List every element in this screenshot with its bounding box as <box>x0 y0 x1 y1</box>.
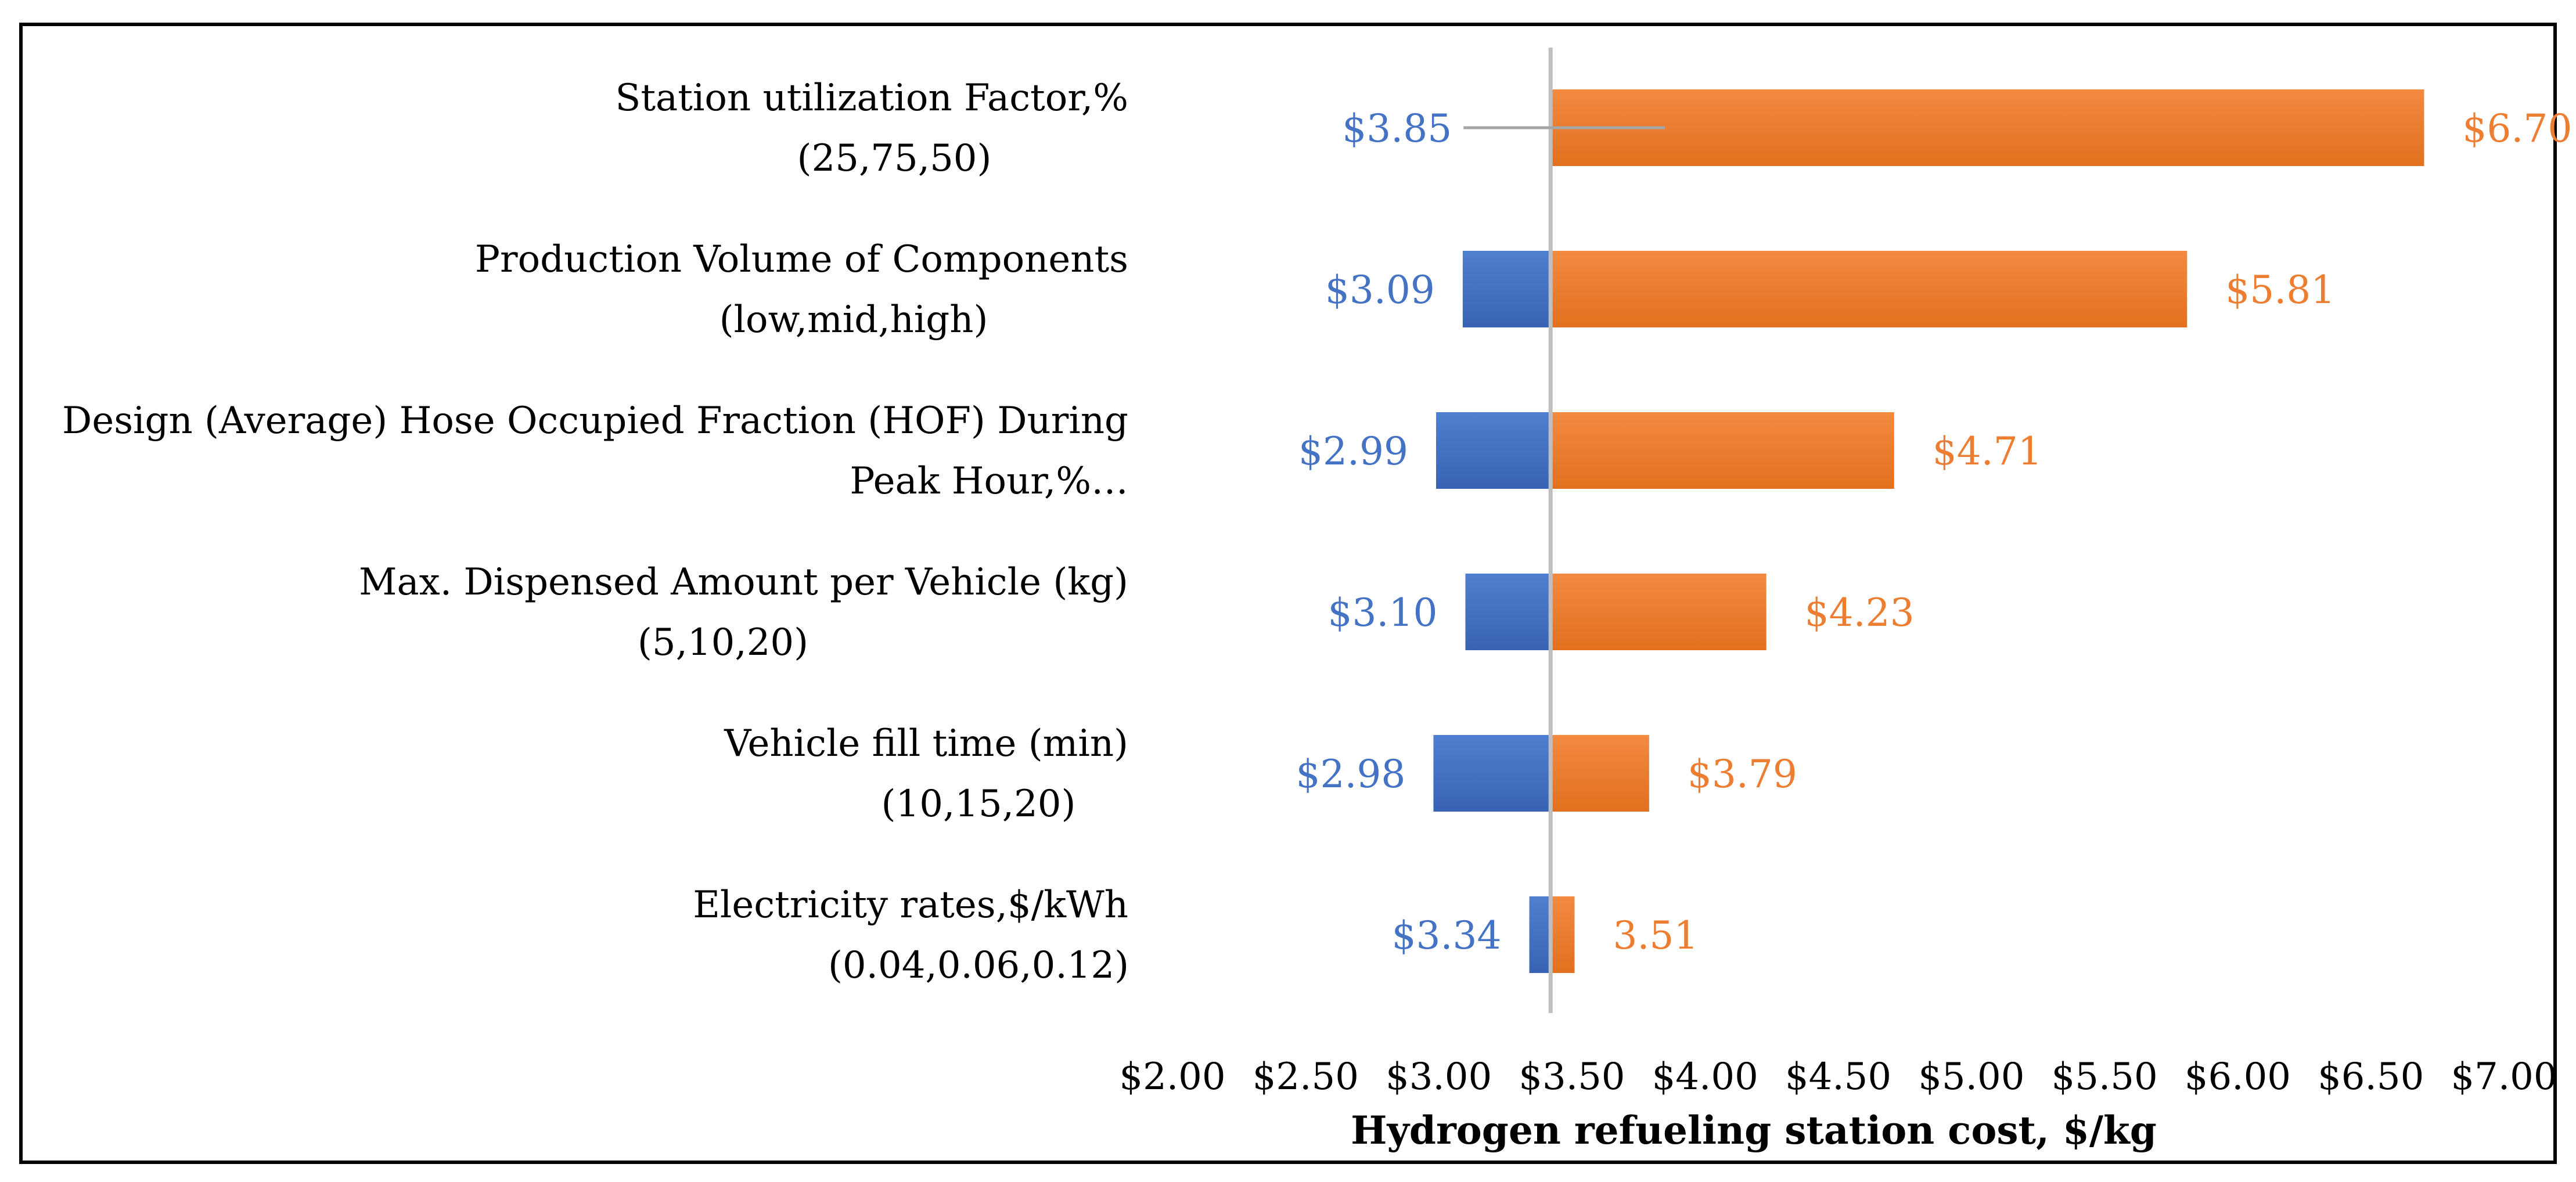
category-label-line1: Electricity rates,$/kWh <box>693 884 1128 927</box>
low-bar <box>1465 574 1551 650</box>
low-bar <box>1433 735 1551 812</box>
category-label-line1: Design (Average) Hose Occupied Fraction … <box>62 399 1128 442</box>
high-value-label: $6.70 <box>2462 106 2572 151</box>
high-value-label: $5.81 <box>2225 268 2335 312</box>
low-bar <box>1436 412 1551 489</box>
x-tick-label: $5.00 <box>1918 1055 2024 1098</box>
high-value-label: $4.23 <box>1805 590 1915 635</box>
category-label-line2: (25,75,50) <box>797 137 992 180</box>
high-bar <box>1550 89 2424 166</box>
category-label-line1: Vehicle fill time (min) <box>724 722 1128 765</box>
low-value-label: $3.09 <box>1325 268 1435 312</box>
x-tick-label: $4.50 <box>1785 1055 1891 1098</box>
x-tick-label: $4.00 <box>1652 1055 1758 1098</box>
high-bar <box>1550 251 2188 327</box>
low-bar <box>1529 896 1551 973</box>
x-tick-label: $2.00 <box>1119 1055 1225 1098</box>
low-value-label: $3.10 <box>1328 590 1438 635</box>
high-bar <box>1550 412 1894 489</box>
high-bar <box>1550 574 1766 650</box>
category-label-line1: Max. Dispensed Amount per Vehicle (kg) <box>359 561 1128 604</box>
x-tick-label: $6.00 <box>2185 1055 2291 1098</box>
high-bar <box>1550 735 1649 812</box>
high-value-label: $4.71 <box>1933 429 2042 474</box>
chart-frame <box>19 23 2557 1164</box>
category-label-line1: Station utilization Factor,% <box>615 77 1128 120</box>
category-label-line2: (low,mid,high) <box>719 298 988 341</box>
x-axis-title: Hydrogen refueling station cost, $/kg <box>1351 1108 2157 1153</box>
low-value-label: $2.98 <box>1296 752 1405 797</box>
low-value-label: $2.99 <box>1298 429 1408 474</box>
category-label-line2: (10,15,20) <box>882 783 1076 826</box>
x-tick-label: $7.00 <box>2451 1055 2557 1098</box>
x-tick-label: $3.00 <box>1386 1055 1492 1098</box>
low-value-label: $3.34 <box>1392 913 1502 958</box>
category-label-line2: (0.04,0.06,0.12) <box>828 944 1129 987</box>
low-bar <box>1462 251 1551 327</box>
category-label-line1: Production Volume of Components <box>475 238 1128 281</box>
high-bar <box>1550 896 1575 973</box>
x-tick-label: $5.50 <box>2051 1055 2157 1098</box>
x-tick-label: $2.50 <box>1253 1055 1359 1098</box>
category-label-line2: Peak Hour,%… <box>850 460 1128 503</box>
low-value-label: $3.85 <box>1342 106 1452 151</box>
x-tick-label: $6.50 <box>2318 1055 2424 1098</box>
high-value-label: 3.51 <box>1613 913 1698 958</box>
category-label-line2: (5,10,20) <box>638 621 808 664</box>
high-value-label: $3.79 <box>1688 752 1797 797</box>
x-tick-label: $3.50 <box>1519 1055 1625 1098</box>
